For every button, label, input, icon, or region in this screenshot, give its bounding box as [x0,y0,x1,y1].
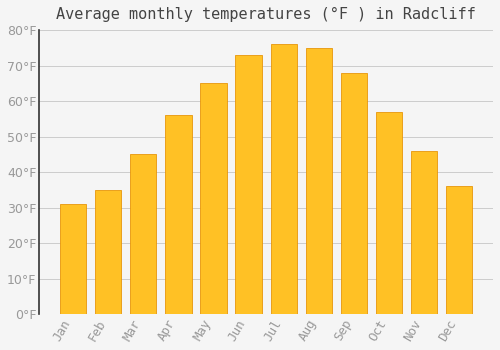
Bar [200,83,226,314]
Bar [411,151,438,314]
Bar [60,204,86,314]
Bar [376,112,402,314]
Bar [165,116,192,314]
Bar [306,48,332,314]
Bar [341,73,367,314]
Bar [130,154,156,314]
Bar [446,187,472,314]
Title: Average monthly temperatures (°F ) in Radcliff: Average monthly temperatures (°F ) in Ra… [56,7,476,22]
Bar [270,44,297,314]
Bar [236,55,262,314]
Bar [95,190,122,314]
